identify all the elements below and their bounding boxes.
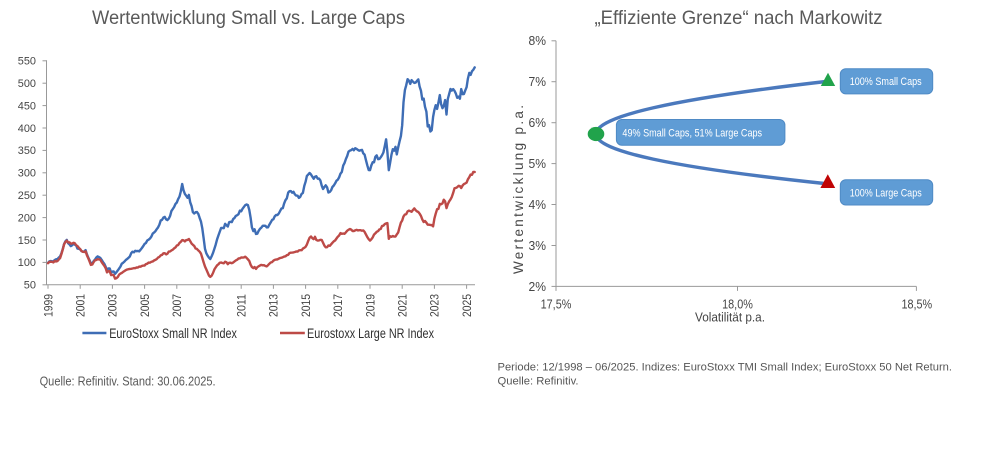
svg-text:17,5%: 17,5% [541,297,572,312]
svg-text:Wertentwicklung p.a.: Wertentwicklung p.a. [511,105,526,274]
svg-text:4%: 4% [529,197,547,212]
svg-text:250: 250 [18,190,36,202]
svg-text:Volatilität p.a.: Volatilität p.a. [695,310,765,325]
svg-text:300: 300 [18,168,36,180]
svg-text:2021: 2021 [396,294,410,317]
svg-text:100% Small Caps: 100% Small Caps [850,76,922,88]
svg-text:6%: 6% [529,115,547,130]
svg-text:8%: 8% [529,33,547,48]
svg-text:350: 350 [18,145,36,157]
svg-text:400: 400 [18,123,36,135]
svg-text:2005: 2005 [138,294,152,317]
svg-text:450: 450 [18,100,36,112]
svg-text:2025: 2025 [460,294,474,317]
svg-text:2011: 2011 [235,294,249,317]
svg-text:Quelle: Refinitiv. Stand: 30.0: Quelle: Refinitiv. Stand: 30.06.2025. [40,374,216,389]
svg-text:Periode: 12/1998 – 06/2025. In: Periode: 12/1998 – 06/2025. Indizes: Eur… [498,361,953,373]
svg-text:200: 200 [18,212,36,224]
svg-text:2003: 2003 [106,294,120,317]
svg-text:Wertentwicklung Small vs. Larg: Wertentwicklung Small vs. Large Caps [92,7,405,29]
svg-text:100: 100 [18,257,36,269]
svg-text:2015: 2015 [299,294,313,317]
svg-text:18,0%: 18,0% [722,297,753,312]
svg-text:EuroStoxx Small NR Index: EuroStoxx Small NR Index [109,326,237,341]
svg-text:Eurostoxx Large NR Index: Eurostoxx Large NR Index [307,326,434,341]
svg-text:2007: 2007 [170,294,184,317]
svg-text:„Effiziente Grenze“ nach Marko: „Effiziente Grenze“ nach Markowitz [595,7,883,29]
svg-text:2017: 2017 [331,294,345,317]
svg-text:2013: 2013 [267,294,281,317]
svg-text:Quelle: Refinitiv.: Quelle: Refinitiv. [498,376,579,388]
svg-text:2%: 2% [529,279,547,294]
svg-text:50: 50 [24,280,36,292]
svg-text:7%: 7% [529,74,547,89]
svg-text:18,5%: 18,5% [901,297,932,312]
svg-text:2019: 2019 [363,294,377,317]
svg-text:3%: 3% [529,238,547,253]
svg-text:100% Large Caps: 100% Large Caps [850,187,922,199]
svg-text:550: 550 [18,56,36,68]
svg-text:150: 150 [18,235,36,247]
svg-text:2001: 2001 [74,294,88,317]
svg-text:500: 500 [18,78,36,90]
svg-text:1999: 1999 [41,294,55,317]
svg-text:49% Small Caps, 51% Large Caps: 49% Small Caps, 51% Large Caps [622,127,762,139]
svg-text:5%: 5% [529,156,547,171]
svg-text:2009: 2009 [202,294,216,317]
svg-text:2023: 2023 [428,294,442,317]
